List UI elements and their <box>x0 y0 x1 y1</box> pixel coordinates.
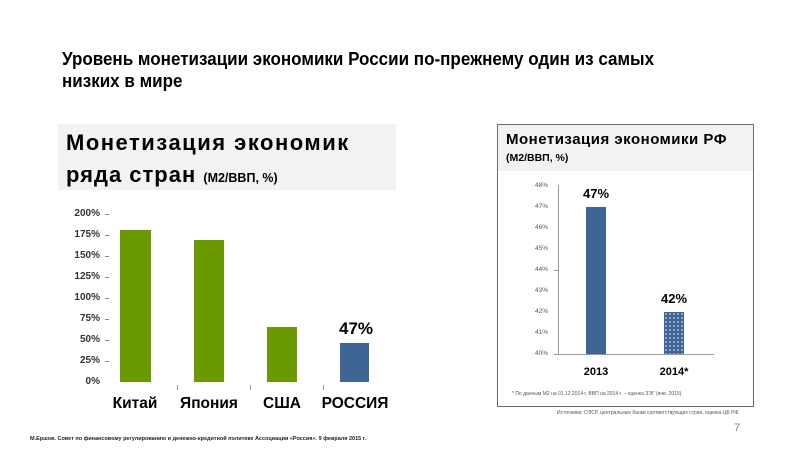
russia-value-label: 47% <box>338 319 374 338</box>
y-tick: 45% <box>534 245 548 252</box>
right-heading-line2: (М2/ВВП, %) <box>506 152 569 164</box>
y-axis-tick <box>554 270 558 271</box>
y-axis-line <box>558 185 559 355</box>
slide-title: Уровень монетизации экономики России по-… <box>62 48 655 91</box>
russia-monetization-panel: Монетизация экономики РФ (М2/ВВП, %) 48%… <box>497 124 754 407</box>
y-tick-mark <box>105 361 109 362</box>
y-tick: 41% <box>534 329 548 336</box>
y-tick: 40% <box>534 350 548 357</box>
y-tick-mark <box>105 319 109 320</box>
y-tick: 200% <box>74 208 100 219</box>
x-label-2013: 2013 <box>583 366 609 378</box>
x-axis-line <box>554 354 714 355</box>
y-tick-mark <box>105 298 109 299</box>
y-tick: 48% <box>534 182 548 189</box>
y-tick: 125% <box>74 271 100 282</box>
value-label-2014: 42% <box>660 291 688 306</box>
source-note: Источники: ОЭСР, центральные банки соотв… <box>557 410 740 416</box>
x-label-usa: США <box>263 395 301 412</box>
y-tick-mark <box>105 235 109 236</box>
countries-monetization-chart: 200% 175% 150% 125% 100% 75% 50% 25% 0% … <box>60 205 400 415</box>
page-number: 7 <box>734 422 741 434</box>
left-heading-unit: (М2/ВВП, %) <box>203 171 278 185</box>
x-axis-divider <box>250 385 251 390</box>
bar-usa <box>267 327 297 382</box>
slide-footer: М.Ершов. Совет по финансовому регулирова… <box>30 436 367 442</box>
y-tick-mark <box>105 256 109 257</box>
bar-2014 <box>664 312 684 354</box>
y-tick: 25% <box>79 355 100 366</box>
left-chart-heading: Монетизация экономик ряда стран (М2/ВВП,… <box>58 124 396 190</box>
bar-japan <box>194 240 224 382</box>
x-label-china: Китай <box>112 395 158 412</box>
y-tick: 46% <box>534 224 548 231</box>
bar-2013 <box>586 207 606 354</box>
x-label-2014: 2014* <box>659 366 689 378</box>
y-tick-mark <box>105 340 109 341</box>
x-label-russia: РОССИЯ <box>321 395 389 412</box>
x-axis-divider <box>323 385 324 390</box>
y-tick: 175% <box>74 229 100 240</box>
y-tick: 75% <box>79 313 100 324</box>
right-chart-heading: Монетизация экономики РФ (М2/ВВП, %) <box>498 125 753 171</box>
footnote: * По данным М2 на 01.12.2014 г, ВВП на 2… <box>512 391 683 397</box>
y-tick: 43% <box>534 287 548 294</box>
y-tick: 150% <box>74 250 100 261</box>
y-tick: 47% <box>534 203 548 210</box>
x-axis-divider <box>177 385 178 390</box>
left-heading-line2-text: ряда стран <box>66 162 197 187</box>
y-tick: 100% <box>74 292 100 303</box>
y-tick: 42% <box>534 308 548 315</box>
bar-russia <box>340 343 369 382</box>
x-label-japan: Япония <box>180 395 238 412</box>
bar-china <box>120 230 151 382</box>
value-label-2013: 47% <box>582 186 610 201</box>
y-tick: 0% <box>85 376 100 387</box>
right-heading-line1: Монетизация экономики РФ <box>506 131 727 148</box>
left-heading-line1: Монетизация экономик <box>66 130 350 155</box>
y-tick-mark <box>105 214 109 215</box>
left-heading-line2: ряда стран (М2/ВВП, %) <box>66 162 278 188</box>
y-tick: 44% <box>534 266 548 273</box>
y-tick-mark <box>105 277 109 278</box>
y-tick: 50% <box>79 334 100 345</box>
